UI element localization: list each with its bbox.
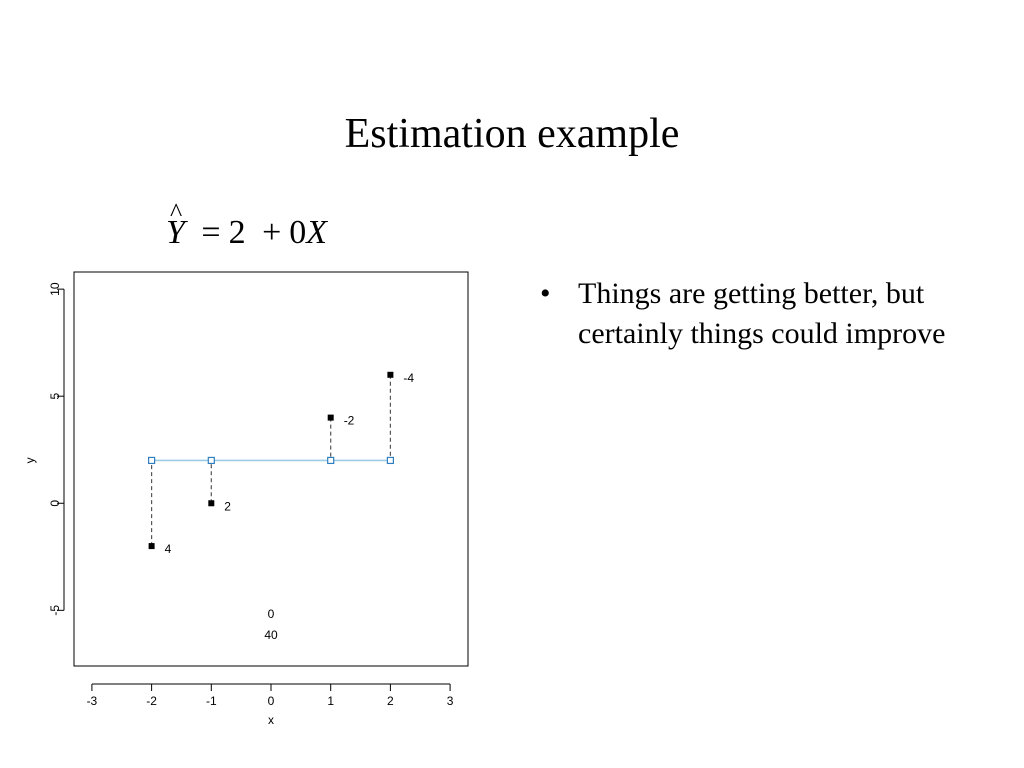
intercept-value: 2 xyxy=(228,214,246,251)
y-tick-label: 10 xyxy=(48,282,62,296)
chart-annotation: 40 xyxy=(264,628,278,642)
observed-point xyxy=(327,414,334,421)
plot-frame xyxy=(73,271,469,667)
residual-label: 4 xyxy=(165,542,172,556)
x-variable: X xyxy=(306,214,328,251)
bullet-item: • Things are getting better, but certain… xyxy=(540,274,990,354)
y-tick-label: 0 xyxy=(48,500,62,507)
observed-point xyxy=(208,500,215,507)
observed-point xyxy=(387,371,394,378)
x-axis-label: x xyxy=(268,713,274,727)
x-tick-label: 1 xyxy=(327,694,334,708)
slide-title: Estimation example xyxy=(344,111,680,157)
y-hat-symbol: Y xyxy=(166,188,185,258)
slope-value: 0 xyxy=(289,214,307,251)
residual-label: 2 xyxy=(224,499,231,513)
equals-sign: = xyxy=(201,214,221,251)
plus-sign: + xyxy=(262,214,282,251)
residual-label: -2 xyxy=(344,414,355,428)
x-tick-label: -3 xyxy=(87,694,98,708)
residual-label: -4 xyxy=(403,371,414,385)
y-tick-label: 5 xyxy=(48,393,62,400)
x-tick-label: 2 xyxy=(387,694,394,708)
regression-equation: Y =2 +0X xyxy=(166,188,328,258)
fitted-point xyxy=(207,456,215,465)
fitted-point xyxy=(386,456,394,465)
x-tick-label: 0 xyxy=(268,694,275,708)
bullet-list: • Things are getting better, but certain… xyxy=(540,274,990,354)
scatter-chart: -3 -2 -1 0 1 2 3 x -5 0 5 10 y 4 2 -2 -4 0 40 xyxy=(23,271,469,727)
fitted-point xyxy=(327,456,335,465)
bullet-marker: • xyxy=(540,277,551,310)
y-axis-label: y xyxy=(23,457,37,463)
bullet-text: Things are getting better, but certainly… xyxy=(578,277,946,350)
x-tick-label: 3 xyxy=(447,694,454,708)
fitted-point xyxy=(148,456,156,465)
y-tick-label: -5 xyxy=(48,605,62,616)
chart-annotation: 0 xyxy=(268,607,275,621)
x-tick-label: -2 xyxy=(146,694,157,708)
x-tick-label: -1 xyxy=(206,694,217,708)
observed-point xyxy=(148,543,155,550)
